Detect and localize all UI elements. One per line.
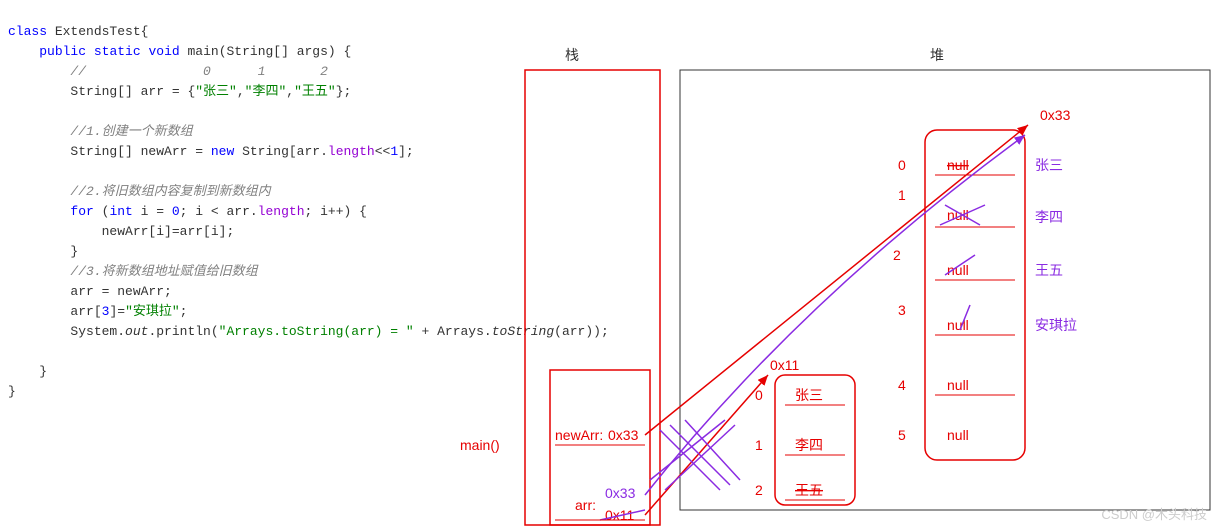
svg-text:null: null bbox=[947, 427, 969, 443]
kw-for: for bbox=[70, 204, 93, 219]
new-array-box bbox=[925, 130, 1025, 460]
kw-new: new bbox=[211, 144, 234, 159]
old-val-1: 李四 bbox=[795, 437, 823, 453]
svg-text:3: 3 bbox=[898, 302, 906, 318]
close1: } bbox=[70, 244, 78, 259]
watermark: CSDN @木头科技 bbox=[1101, 504, 1207, 523]
str2: "王五" bbox=[294, 84, 336, 99]
close3: } bbox=[8, 384, 16, 399]
print-str: "Arrays.toString(arr) = " bbox=[219, 324, 414, 339]
stack-label: 栈 bbox=[565, 47, 579, 63]
arr-addr-new: 0x33 bbox=[605, 485, 636, 501]
kw-static: static bbox=[94, 44, 141, 59]
old-idx-1: 1 bbox=[755, 437, 763, 453]
kw-int: int bbox=[109, 204, 132, 219]
print-mid: .println( bbox=[148, 324, 218, 339]
newarr-end: << bbox=[375, 144, 391, 159]
newarr-pre: String[] newArr = bbox=[70, 144, 210, 159]
svg-text:0: 0 bbox=[898, 157, 906, 173]
one: 1 bbox=[390, 144, 398, 159]
comment1: //1.创建一个新数组 bbox=[70, 124, 192, 139]
svg-text:null: null bbox=[947, 317, 969, 333]
arr-decl-pre: String[] arr = { bbox=[70, 84, 195, 99]
svg-text:张三: 张三 bbox=[1035, 157, 1063, 173]
assign2-mid: ]= bbox=[109, 304, 125, 319]
main-label: main() bbox=[460, 437, 500, 453]
class-name: ExtendsTest{ bbox=[47, 24, 148, 39]
cross-out-old-ptr bbox=[650, 420, 740, 490]
svg-text:5: 5 bbox=[898, 427, 906, 443]
loop-body: newArr[i]=arr[i]; bbox=[102, 224, 235, 239]
newarr-addr: 0x33 bbox=[608, 427, 639, 443]
length-prop: length bbox=[328, 144, 375, 159]
kw-class: class bbox=[8, 24, 47, 39]
length-prop2: length bbox=[258, 204, 305, 219]
newarr-var: newArr: bbox=[555, 427, 603, 443]
out-ital: out bbox=[125, 324, 148, 339]
code-panel: class ExtendsTest{ public static void ma… bbox=[0, 0, 515, 529]
comment3: //3.将新数组地址赋值给旧数组 bbox=[70, 264, 257, 279]
kw-public: public bbox=[39, 44, 86, 59]
arr-decl-post: }; bbox=[336, 84, 352, 99]
newarr-post: String[arr. bbox=[234, 144, 328, 159]
old-val-0: 张三 bbox=[795, 387, 823, 403]
heap-addr-0x33: 0x33 bbox=[1040, 107, 1071, 123]
old-idx-2: 2 bbox=[755, 482, 763, 498]
zero: 0 bbox=[172, 204, 180, 219]
old-val-2: 王五 bbox=[795, 482, 823, 498]
str0: "张三" bbox=[195, 84, 237, 99]
newarr-close: ]; bbox=[398, 144, 414, 159]
comment-idx: // 0 1 2 bbox=[70, 64, 327, 79]
assign2-pre: arr[ bbox=[70, 304, 101, 319]
for-inc: ; i++) { bbox=[305, 204, 367, 219]
svg-text:安琪拉: 安琪拉 bbox=[1035, 317, 1077, 333]
kw-void: void bbox=[148, 44, 179, 59]
for-cond: ; i < arr. bbox=[180, 204, 258, 219]
comment2: //2.将旧数组内容复制到新数组内 bbox=[70, 184, 270, 199]
for-open: ( bbox=[94, 204, 110, 219]
for-i: i = bbox=[133, 204, 172, 219]
stack-box bbox=[525, 70, 660, 525]
print-pre: System. bbox=[70, 324, 125, 339]
svg-text:4: 4 bbox=[898, 377, 906, 393]
svg-text:null: null bbox=[947, 377, 969, 393]
heap-label: 堆 bbox=[930, 47, 944, 63]
arrow-arr-to-old bbox=[645, 375, 768, 515]
heap-addr-0x11: 0x11 bbox=[770, 357, 800, 373]
svg-text:2: 2 bbox=[893, 247, 901, 263]
assign2-str: "安琪拉" bbox=[125, 304, 180, 319]
main-frame bbox=[550, 370, 650, 525]
close2: } bbox=[39, 364, 47, 379]
str1: "李四" bbox=[245, 84, 287, 99]
svg-text:1: 1 bbox=[898, 187, 906, 203]
new-array-cells: 0 null 张三 1 null 李四 2 null 王五 3 null 安琪拉… bbox=[893, 157, 1077, 443]
svg-text:王五: 王五 bbox=[1035, 262, 1063, 278]
assign2-end: ; bbox=[180, 304, 188, 319]
arr-var: arr: bbox=[575, 497, 596, 513]
memory-diagram: 栈 堆 main() newArr: 0x33 arr: 0x11 0x33 0… bbox=[450, 0, 1217, 529]
main-sig: main(String[] args) { bbox=[180, 44, 352, 59]
svg-text:null: null bbox=[947, 262, 969, 278]
assign: arr = newArr; bbox=[70, 284, 171, 299]
svg-text:null: null bbox=[947, 157, 969, 173]
svg-text:李四: 李四 bbox=[1035, 209, 1063, 225]
